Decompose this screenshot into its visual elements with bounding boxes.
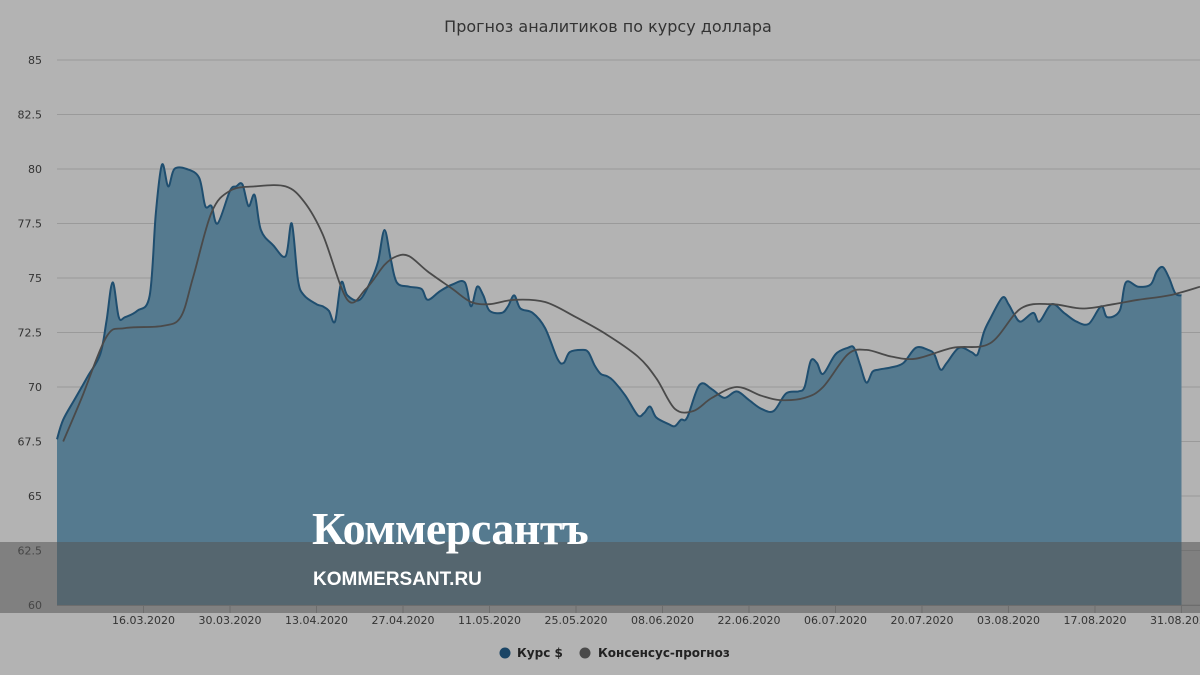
- legend-marker[interactable]: [579, 647, 591, 659]
- watermark-band: [0, 542, 1200, 613]
- y-tick-label: 65: [28, 490, 42, 503]
- series-area-kurs: [57, 164, 1182, 605]
- x-tick-label: 16.03.2020: [112, 614, 175, 627]
- watermark: Коммерсантъ KOMMERSANT.RU: [312, 503, 589, 590]
- x-tick-label: 30.03.2020: [199, 614, 262, 627]
- legend-marker[interactable]: [499, 647, 511, 659]
- y-tick-label: 75: [28, 272, 42, 285]
- series-line-kurs: [56, 163, 1182, 440]
- x-tick-label: 13.04.2020: [285, 614, 348, 627]
- x-tick-label: 06.07.2020: [804, 614, 867, 627]
- x-tick-label: 20.07.2020: [890, 614, 953, 627]
- y-tick-label: 70: [28, 381, 42, 394]
- x-tick-label: 25.05.2020: [544, 614, 607, 627]
- chart-title: Прогноз аналитиков по курсу доллара: [444, 17, 772, 36]
- y-tick-label: 72.5: [18, 327, 43, 340]
- watermark-brand: Коммерсантъ: [312, 503, 588, 554]
- x-tick-label: 31.08.2020: [1150, 614, 1200, 627]
- x-tick-label: 22.06.2020: [717, 614, 780, 627]
- y-tick-label: 85: [28, 54, 42, 67]
- watermark-band-rect: [0, 542, 1200, 613]
- y-tick-label: 67.5: [18, 436, 43, 449]
- y-tick-label: 82.5: [18, 109, 43, 122]
- y-tick-label: 77.5: [18, 218, 43, 231]
- legend-label[interactable]: Консенсус-прогноз: [598, 646, 730, 660]
- watermark-site: KOMMERSANT.RU: [313, 569, 482, 590]
- y-tick-label: 80: [28, 163, 42, 176]
- x-tick-label: 03.08.2020: [977, 614, 1040, 627]
- legend-label[interactable]: Курс $: [517, 646, 563, 660]
- x-tick-label: 27.04.2020: [371, 614, 434, 627]
- x-tick-label: 11.05.2020: [458, 614, 521, 627]
- legend: Курс $ Консенсус-прогноз: [499, 646, 730, 660]
- x-tick-label: 17.08.2020: [1063, 614, 1126, 627]
- x-tick-label: 08.06.2020: [631, 614, 694, 627]
- series-line-consensus: [62, 184, 1200, 442]
- plot-area: [56, 163, 1200, 605]
